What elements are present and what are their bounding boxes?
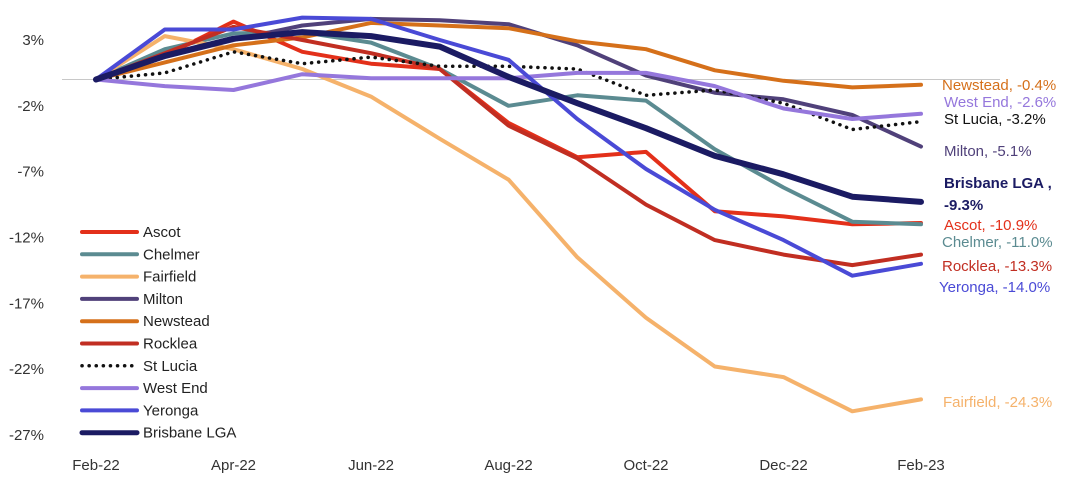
legend-label: Chelmer xyxy=(143,246,200,263)
series-line-newstead xyxy=(94,20,923,90)
legend-item: St Lucia xyxy=(80,358,198,375)
legend-label: Ascot xyxy=(143,224,181,241)
y-tick-label: -27% xyxy=(9,427,44,444)
legend-label: Fairfield xyxy=(143,269,196,286)
legend-item: Yeronga xyxy=(80,402,199,419)
end-label-ascot: Ascot, -10.9% xyxy=(944,217,1037,234)
end-labels: Ascot, -10.9%Chelmer, -11.0% Fairfield, -… xyxy=(939,77,1056,411)
series-line-chelmer xyxy=(94,30,923,227)
end-label-brisbane-lga: Brisbane LGA , -9.3% xyxy=(944,175,1052,214)
legend-item: Ascot xyxy=(80,224,181,241)
legend-item: Milton xyxy=(80,291,183,308)
end-label-yeronga: Yeronga, -14.0% xyxy=(939,279,1050,296)
series-line-rocklea xyxy=(94,24,923,268)
end-label-milton: Milton, -5.1% xyxy=(944,143,1032,160)
x-tick-label: Dec-22 xyxy=(759,457,807,474)
series-lines xyxy=(93,15,924,414)
legend-label: Brisbane LGA xyxy=(143,425,236,442)
x-tick-label: Feb-23 xyxy=(897,457,945,474)
legend-label: Newstead xyxy=(143,313,210,330)
legend: Ascot Chelmer Fairfield Milton Newstead Rockl… xyxy=(79,224,236,442)
x-tick-label: Apr-22 xyxy=(211,457,256,474)
y-tick-label: -7% xyxy=(17,164,44,181)
x-tick-label: Jun-22 xyxy=(348,457,394,474)
y-tick-label: -2% xyxy=(17,98,44,115)
series-line-st-lucia xyxy=(94,50,923,132)
series-line-ascot xyxy=(94,19,923,227)
x-tick-label: Oct-22 xyxy=(623,457,668,474)
legend-item: Newstead xyxy=(80,313,210,330)
end-label-st-lucia: St Lucia, -3.2% xyxy=(944,111,1046,128)
end-label-west-end: West End, -2.6% xyxy=(944,94,1056,111)
end-label-newstead: Newstead, -0.4% xyxy=(942,77,1056,94)
legend-item: Rocklea xyxy=(80,336,198,353)
legend-label: Yeronga xyxy=(143,402,199,419)
legend-label: Rocklea xyxy=(143,336,198,353)
series-line-yeronga xyxy=(94,15,923,278)
series-line-brisbane-lga xyxy=(93,29,924,205)
x-tick-label: Feb-22 xyxy=(72,457,120,474)
y-tick-label: 3% xyxy=(22,32,44,49)
legend-item: Brisbane LGA xyxy=(79,425,236,442)
legend-label: St Lucia xyxy=(143,358,198,375)
axes: 3% -2% -7% -12% -17% -22% -27% Feb-22 Apr-22 Jun-… xyxy=(9,32,1000,474)
y-tick-label: -17% xyxy=(9,295,44,312)
x-tick-label: Aug-22 xyxy=(484,457,532,474)
y-tick-label: -22% xyxy=(9,361,44,378)
end-label-fairfield: Fairfield, -24.3% xyxy=(943,394,1052,411)
series-line-fairfield xyxy=(94,34,923,414)
end-label-rocklea: Rocklea, -13.3% xyxy=(942,258,1052,275)
legend-label: Milton xyxy=(143,291,183,308)
legend-label: West End xyxy=(143,380,208,397)
end-label-chelmer: Chelmer, -11.0% xyxy=(942,234,1053,251)
y-tick-label: -12% xyxy=(9,230,44,247)
legend-item: Fairfield xyxy=(80,269,196,286)
legend-item: West End xyxy=(80,380,208,397)
legend-item: Chelmer xyxy=(80,246,200,263)
